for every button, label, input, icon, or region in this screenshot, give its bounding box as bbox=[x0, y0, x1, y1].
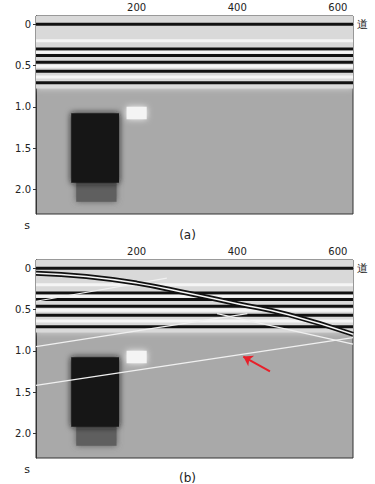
svg-text:(a): (a) bbox=[179, 228, 196, 242]
svg-text:1.0: 1.0 bbox=[15, 101, 31, 112]
svg-text:s: s bbox=[24, 463, 30, 476]
svg-text:(b): (b) bbox=[179, 471, 196, 484]
svg-text:2.0: 2.0 bbox=[15, 428, 31, 439]
svg-text:600: 600 bbox=[328, 2, 347, 13]
svg-text:400: 400 bbox=[228, 246, 247, 257]
svg-text:0.5: 0.5 bbox=[15, 304, 31, 315]
svg-text:道: 道 bbox=[357, 262, 368, 275]
svg-text:s: s bbox=[24, 219, 30, 232]
svg-text:0.5: 0.5 bbox=[15, 60, 31, 71]
svg-text:1.5: 1.5 bbox=[15, 143, 31, 154]
svg-text:1.5: 1.5 bbox=[15, 387, 31, 398]
svg-text:1.0: 1.0 bbox=[15, 345, 31, 356]
svg-text:600: 600 bbox=[328, 246, 347, 257]
svg-text:200: 200 bbox=[127, 2, 146, 13]
svg-text:0: 0 bbox=[25, 19, 31, 30]
svg-text:0: 0 bbox=[25, 263, 31, 274]
svg-text:道: 道 bbox=[357, 18, 368, 31]
svg-text:400: 400 bbox=[228, 2, 247, 13]
svg-text:2.0: 2.0 bbox=[15, 184, 31, 195]
svg-text:200: 200 bbox=[127, 246, 146, 257]
